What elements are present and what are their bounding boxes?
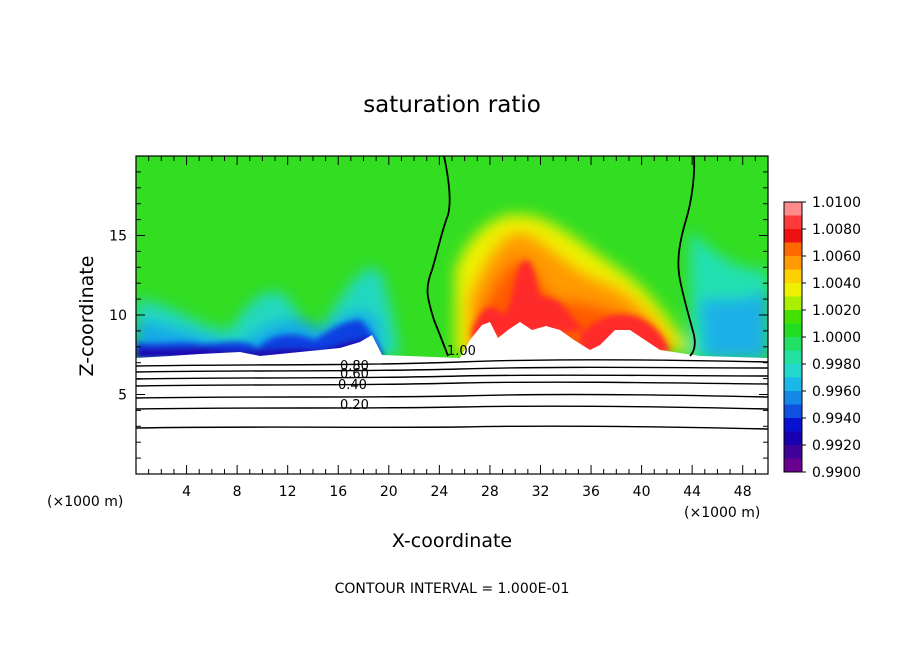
contour-label-1-00: 1.00 <box>447 344 476 359</box>
colorbar-label: 1.0040 <box>812 276 861 292</box>
colorbar-label: 1.0060 <box>812 249 861 265</box>
x-tick-label: 12 <box>279 484 297 500</box>
colorbar-swatch <box>784 445 802 459</box>
x-unit-label-left: (×1000 m) <box>47 494 123 510</box>
colorbar-label: 1.0000 <box>812 330 861 346</box>
colorbar-swatch <box>784 310 802 324</box>
y-tick-label: 10 <box>109 308 127 324</box>
colorbar-label: 0.9960 <box>812 384 861 400</box>
colorbar-swatch <box>784 215 802 230</box>
x-tick-label: 16 <box>329 484 347 500</box>
contour-1-00-right <box>677 156 696 357</box>
x-axis: 4 8 12 16 20 24 28 32 36 40 44 48 <box>148 156 756 500</box>
colorbar-swatch <box>784 364 802 378</box>
colorbar-label: 1.0100 <box>812 195 861 211</box>
y-tick-label: 15 <box>109 229 127 245</box>
colorbar-swatch <box>784 350 802 365</box>
x-tick-label: 44 <box>683 484 701 500</box>
contour-label-0-60: 0.60 <box>340 367 369 382</box>
x-axis-label: X-coordinate <box>392 530 512 552</box>
x-tick-label: 4 <box>182 484 191 500</box>
colorbar-swatch <box>784 337 802 351</box>
colorbar-swatch <box>784 431 802 446</box>
colorbar-swatch <box>784 323 802 338</box>
contour-label-0-80: 0.80 <box>340 359 369 374</box>
x-tick-label: 28 <box>481 484 499 500</box>
contour-label-0-40: 0.40 <box>338 378 367 393</box>
contour-label-0-20: 0.20 <box>340 398 369 413</box>
colorbar-swatch <box>784 202 802 216</box>
colorbar-swatch <box>784 269 802 284</box>
chart-title: saturation ratio <box>363 92 541 118</box>
x-tick-label: 48 <box>734 484 752 500</box>
colorbar-label: 0.9940 <box>812 411 861 427</box>
colorbar-swatch <box>784 256 802 270</box>
colorbar-swatch <box>784 296 802 311</box>
colorbar-swatch <box>784 418 802 432</box>
colorbar-swatch <box>784 391 802 405</box>
colorbar-label: 0.9920 <box>812 438 861 454</box>
x-tick-label: 40 <box>633 484 651 500</box>
colorbar-swatch <box>784 377 802 392</box>
y-tick-label: 5 <box>118 388 127 404</box>
heatmap-field <box>136 156 768 474</box>
colorbar-labels: 1.0100 1.0080 1.0060 1.0040 1.0020 1.0000 0.99… <box>802 195 861 481</box>
contour-1-00-left <box>426 156 451 357</box>
colorbar-swatch <box>784 404 802 419</box>
colorbar-swatch <box>784 229 802 243</box>
y-axis-label: Z-coordinate <box>76 256 98 377</box>
colorbar-swatch <box>784 283 802 297</box>
x-unit-label-right: (×1000 m) <box>684 505 760 521</box>
colorbar-label: 0.9900 <box>812 465 861 481</box>
x-tick-label: 36 <box>582 484 600 500</box>
subcloud-contours <box>136 358 768 430</box>
x-tick-label: 24 <box>430 484 448 500</box>
colorbar-label: 1.0080 <box>812 222 861 238</box>
x-tick-label: 8 <box>233 484 242 500</box>
colorbar-swatch <box>784 242 802 257</box>
y-axis: 5 10 15 <box>109 171 768 459</box>
colorbar-label: 1.0020 <box>812 303 861 319</box>
colorbar-swatch <box>784 458 802 473</box>
colorbar-label: 0.9980 <box>812 357 861 373</box>
x-tick-label: 32 <box>532 484 550 500</box>
colorbar <box>783 201 803 473</box>
contour-interval-note: CONTOUR INTERVAL = 1.000E-01 <box>335 581 570 597</box>
x-tick-label: 20 <box>380 484 398 500</box>
